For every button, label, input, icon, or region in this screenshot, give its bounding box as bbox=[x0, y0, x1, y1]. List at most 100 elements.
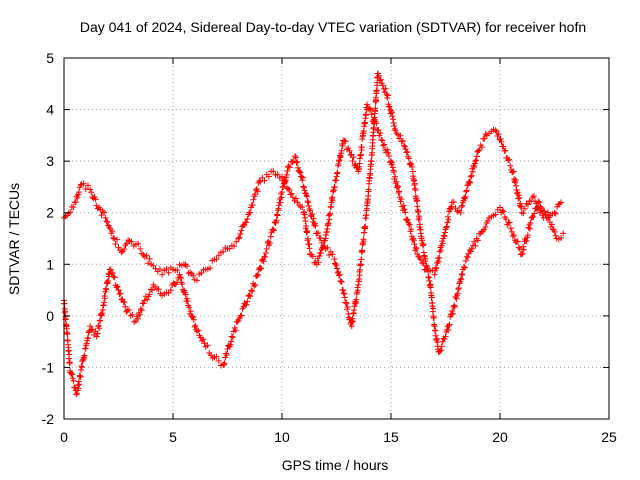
data-point bbox=[417, 256, 424, 263]
data-point bbox=[146, 291, 153, 298]
data-point bbox=[389, 113, 396, 120]
data-point bbox=[331, 184, 338, 191]
data-point bbox=[279, 184, 286, 191]
data-point bbox=[523, 237, 530, 244]
data-point bbox=[471, 164, 478, 171]
data-point bbox=[307, 212, 314, 219]
y-tick-label: -1 bbox=[42, 359, 55, 375]
data-point bbox=[427, 284, 434, 291]
data-point bbox=[317, 235, 324, 242]
data-point bbox=[134, 315, 141, 322]
data-point bbox=[84, 182, 91, 189]
data-point bbox=[67, 209, 74, 216]
data-point bbox=[254, 272, 261, 279]
data-point bbox=[266, 240, 273, 247]
data-point bbox=[99, 310, 106, 317]
data-point bbox=[448, 311, 455, 318]
data-point bbox=[304, 198, 311, 205]
data-point bbox=[244, 298, 251, 305]
data-point bbox=[114, 236, 121, 243]
data-point bbox=[193, 277, 200, 284]
data-point bbox=[376, 132, 383, 139]
data-point bbox=[463, 187, 470, 194]
data-point bbox=[135, 240, 142, 247]
data-point bbox=[247, 293, 254, 300]
data-point bbox=[530, 192, 537, 199]
data-point bbox=[299, 174, 306, 181]
data-point bbox=[272, 220, 279, 227]
data-point bbox=[304, 228, 311, 235]
data-point bbox=[368, 158, 375, 165]
data-point bbox=[551, 228, 558, 235]
data-point bbox=[390, 119, 397, 126]
data-point bbox=[462, 257, 469, 264]
data-point bbox=[344, 304, 351, 311]
data-point bbox=[406, 221, 413, 228]
data-point bbox=[516, 194, 523, 201]
data-point bbox=[399, 137, 406, 144]
data-point bbox=[283, 174, 290, 181]
data-point bbox=[472, 158, 479, 165]
plot-frame bbox=[63, 57, 610, 420]
data-point bbox=[405, 155, 412, 162]
data-point bbox=[238, 312, 245, 319]
data-point bbox=[343, 146, 350, 153]
data-point bbox=[200, 336, 207, 343]
data-point bbox=[102, 214, 109, 221]
data-point bbox=[412, 187, 419, 194]
data-point bbox=[497, 204, 503, 211]
data-point bbox=[75, 189, 82, 196]
data-point bbox=[87, 323, 94, 330]
data-point bbox=[294, 164, 301, 171]
data-point bbox=[88, 189, 95, 196]
data-point bbox=[190, 272, 197, 279]
data-point bbox=[261, 177, 268, 184]
data-point bbox=[220, 361, 227, 368]
data-point bbox=[498, 138, 505, 145]
data-point bbox=[390, 167, 397, 174]
data-point bbox=[388, 107, 395, 114]
data-point bbox=[310, 215, 317, 222]
data-point bbox=[338, 147, 345, 154]
data-point bbox=[440, 232, 447, 239]
data-point bbox=[329, 251, 336, 258]
data-point bbox=[341, 294, 348, 301]
data-point bbox=[231, 243, 238, 250]
y-tick-label: 4 bbox=[46, 102, 54, 118]
data-point bbox=[551, 209, 558, 216]
data-point bbox=[195, 327, 202, 334]
data-point bbox=[146, 255, 153, 262]
data-point bbox=[519, 250, 526, 257]
data-point bbox=[560, 230, 567, 237]
data-point bbox=[413, 245, 420, 252]
data-point bbox=[449, 310, 456, 317]
data-point bbox=[395, 189, 402, 196]
data-point bbox=[327, 210, 334, 217]
data-point bbox=[333, 261, 340, 268]
data-point bbox=[270, 227, 277, 234]
data-point bbox=[467, 179, 474, 186]
data-point bbox=[326, 216, 333, 223]
data-point bbox=[388, 109, 395, 116]
x-axis-label: GPS time / hours bbox=[282, 457, 389, 473]
data-point bbox=[263, 245, 270, 252]
data-point bbox=[461, 194, 468, 201]
data-point bbox=[535, 198, 542, 205]
data-point bbox=[107, 266, 114, 273]
data-point bbox=[292, 154, 299, 161]
data-point bbox=[309, 253, 316, 260]
data-point bbox=[177, 274, 184, 281]
data-point bbox=[115, 244, 122, 251]
data-point bbox=[520, 246, 527, 253]
data-point bbox=[273, 211, 280, 218]
data-point bbox=[336, 271, 343, 278]
data-point bbox=[204, 342, 211, 349]
data-point bbox=[500, 143, 507, 150]
data-point bbox=[442, 229, 449, 236]
data-point bbox=[398, 196, 405, 203]
data-point bbox=[193, 328, 200, 335]
data-point bbox=[373, 87, 380, 94]
data-point bbox=[66, 359, 73, 366]
data-point bbox=[312, 222, 319, 229]
data-point bbox=[354, 287, 361, 294]
